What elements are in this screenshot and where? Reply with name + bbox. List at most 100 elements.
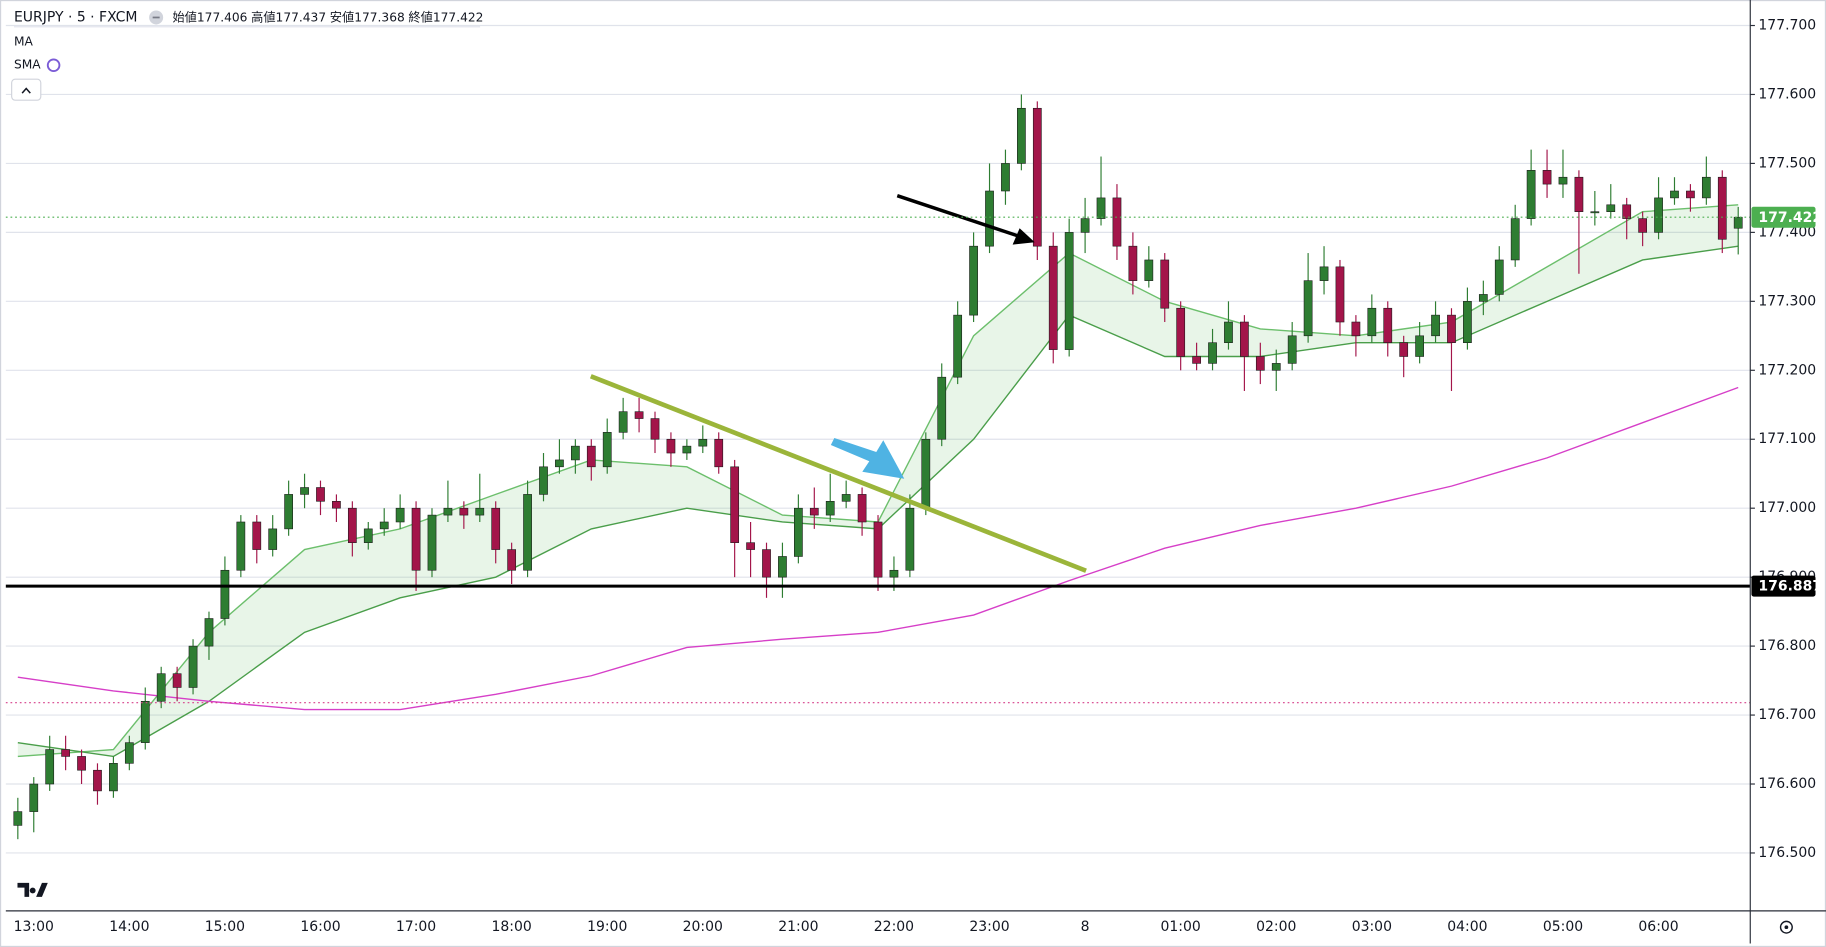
candle-body [1542,170,1552,185]
candle-body [1032,107,1042,247]
candle-body [953,314,963,378]
candle-body [618,411,628,433]
candle-body [491,507,501,550]
y-tick-label: 176.600 [1758,776,1816,792]
candle-body [427,514,437,571]
candle-body [443,507,453,516]
ohlc-label: 高値 [251,9,275,24]
price-label: 177.422 [1758,210,1822,226]
candle-body [762,549,771,578]
candle-body [1048,245,1058,350]
y-tick-label: 176.800 [1758,638,1816,654]
candle-body [316,487,325,502]
candle-body [778,556,787,578]
trend-line [589,374,1087,573]
y-tick-label: 177.400 [1758,224,1816,240]
candle-body [379,521,389,530]
settings-icon[interactable] [1779,920,1793,934]
candle-body [1494,259,1504,295]
candle-body [1128,245,1138,281]
indicator-label: MA [14,34,34,48]
candle-body [1654,197,1663,233]
symbol: EURJPY · 5 · FXCM [14,9,137,25]
x-tick-label: 15:00 [205,919,245,935]
candle-body [268,528,278,550]
candle-body [109,763,118,792]
arrow-shaft [896,194,1021,239]
candle-body [172,673,182,688]
y-tick-label: 177.000 [1758,500,1816,516]
x-tick-label: 03:00 [1352,919,1392,935]
candle-body [347,507,357,543]
price-label-box [1751,206,1816,228]
candle-body [1144,259,1154,281]
candle-body [634,411,644,419]
ohlc-value: 177.368 [354,10,405,24]
candle-body [1574,176,1584,212]
collapse-icon [21,87,31,94]
candle-body [650,418,660,440]
x-tick-label: 02:00 [1256,919,1296,935]
candle-body [666,438,676,454]
candle-body [45,749,55,785]
candle-body [1112,197,1122,247]
x-tick-label: 17:00 [396,919,436,935]
candle-body [1224,321,1233,343]
candle-body [1367,307,1377,337]
candle-body [1701,176,1711,199]
candle-body [1255,356,1265,371]
x-tick-label: 01:00 [1161,919,1201,935]
candle-body [1558,176,1568,185]
candle-body [1606,204,1616,212]
candle-body [1478,294,1488,302]
price-label-box [1751,575,1816,597]
candle-body [1240,321,1249,357]
candle-body [698,438,708,447]
price-label: 176.887 [1758,579,1822,595]
y-tick-label: 177.500 [1758,155,1816,171]
candle-body [841,494,851,502]
ma-line [17,386,1739,711]
candle-body [809,507,819,516]
candle-body [61,749,70,757]
x-tick-label: 18:00 [492,919,532,935]
ohlc-value: 177.422 [433,10,484,24]
y-tick-label: 177.700 [1758,18,1816,34]
indicator-icon[interactable] [46,58,61,72]
candle-body [1351,321,1361,337]
candle-body [746,542,755,550]
overlay: 177.422 176.887 [5,206,1822,704]
candle-body [1686,190,1695,199]
candle-body [188,645,198,688]
candle-body [1208,342,1217,364]
candle-body [156,673,166,702]
candle-body [332,501,341,509]
ohlc-label: 始値 [172,9,196,24]
candle-body [1526,170,1536,219]
candle-body [1096,197,1106,219]
ohlc-item: 始値177.406 [172,9,247,24]
candle-body [857,494,867,523]
candle-body [539,466,548,495]
candle-body [140,700,150,743]
collapse-button[interactable] [11,78,42,101]
candle-body [555,459,564,468]
x-tick-label: 20:00 [683,919,723,935]
candle-body [969,245,978,316]
candle-body [1192,356,1201,364]
candle-body [1160,259,1170,309]
ohlc-item: 安値177.368 [330,9,405,24]
plot-area [13,94,1743,840]
candle-body [1271,363,1281,371]
candle-body [937,376,947,440]
candle-body [1463,301,1472,343]
candle-body [1415,335,1424,357]
candle-body [714,438,724,468]
candle-body [93,769,102,792]
candle-body [459,507,469,516]
x-tick-label: 04:00 [1447,919,1487,935]
candle-body [873,521,883,578]
y-tick-label: 177.300 [1758,293,1816,309]
x-tick-label: 8 [1081,919,1090,935]
